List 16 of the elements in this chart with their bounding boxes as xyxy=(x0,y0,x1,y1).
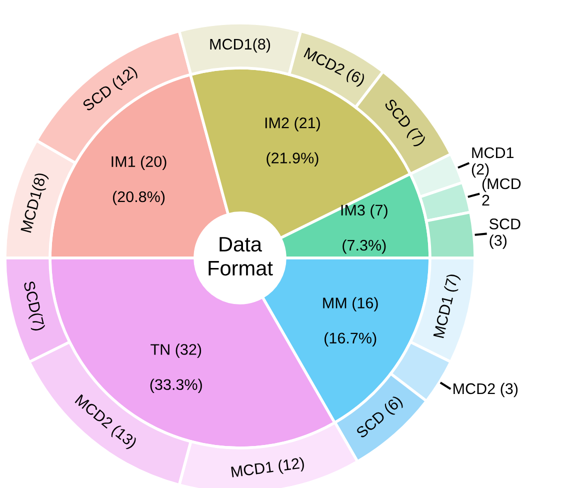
data-label: SCD(7) xyxy=(20,280,46,332)
text: Data Format xyxy=(208,237,273,276)
data-label: SCD (6) xyxy=(355,394,405,441)
data-label: SCD (3) xyxy=(489,218,520,249)
text: IM2 (21) (21.9%) xyxy=(265,117,320,166)
text: IM3 (7) (7.3%) xyxy=(341,204,388,254)
data-label: SCD (12) xyxy=(82,64,140,114)
data-label: MCD2 (3) xyxy=(454,382,518,398)
text: TN (32) (33.3%) xyxy=(150,344,202,394)
data-label: MCD1 (12) xyxy=(231,456,305,480)
data-label: MCD1(8) xyxy=(210,38,270,53)
text: IM1 (20) (20.8%) xyxy=(112,156,166,206)
data-label: MCD1 (7) xyxy=(432,273,462,339)
text: MM (16) (16.7%) xyxy=(323,297,378,347)
data-label: (MCD 2 xyxy=(482,178,521,206)
data-label: MCD1 (2) xyxy=(472,147,514,178)
